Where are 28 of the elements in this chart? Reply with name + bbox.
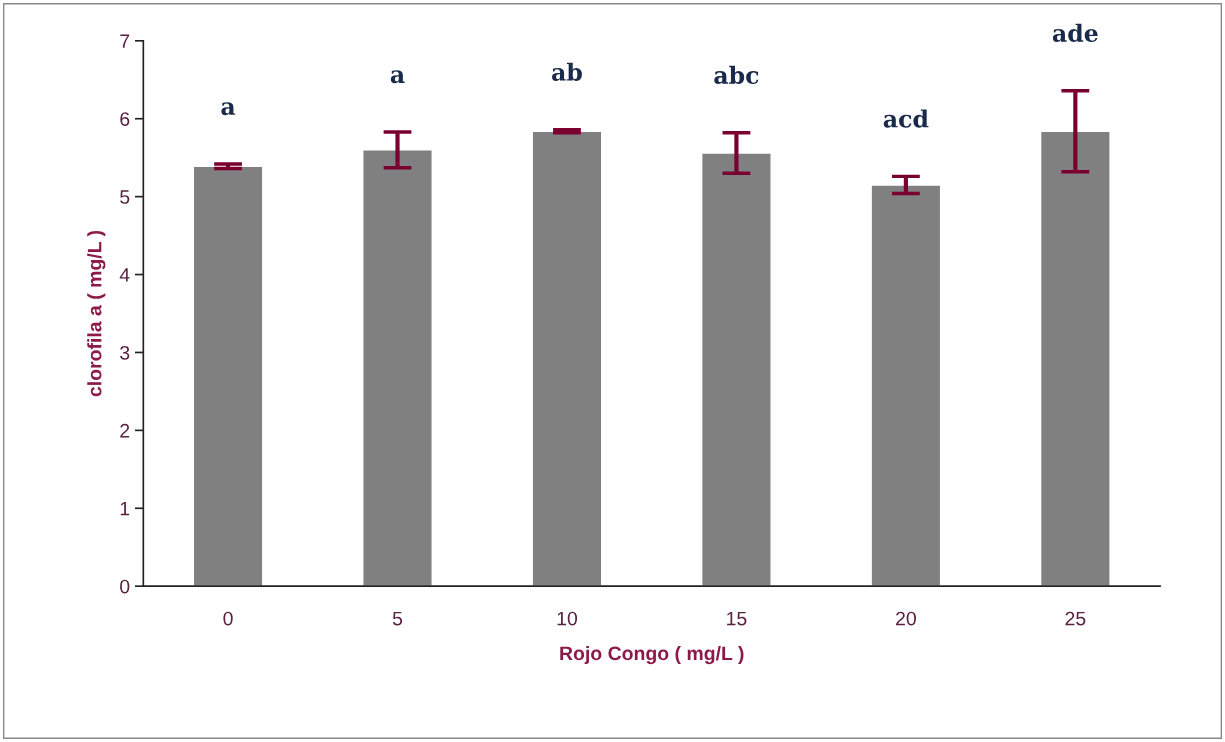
annotation: ade (1052, 23, 1098, 42)
annotation: a (390, 70, 405, 84)
y-tick-label: 1 (120, 501, 130, 516)
y-tick-label: 7 (120, 34, 130, 48)
x-tick-label: 25 (1065, 611, 1086, 626)
y-tick-label: 5 (120, 190, 130, 204)
y-tick-label: 4 (119, 268, 130, 282)
y-tick-label: 0 (120, 579, 130, 594)
annotation: a (221, 102, 236, 116)
annotation: abc (714, 65, 759, 85)
bar (362, 149, 433, 587)
x-axis-title: Rojo Congo ( mg/L ) (560, 645, 744, 665)
x-tick-label: 0 (223, 611, 233, 626)
annotation: acd (883, 109, 929, 128)
x-tick-label: 10 (557, 611, 578, 626)
bar (870, 184, 942, 587)
x-tick-label: 15 (727, 611, 747, 626)
y-tick-label: 2 (120, 423, 130, 438)
bar (700, 152, 772, 587)
annotation: ab (552, 62, 582, 81)
bar (1039, 130, 1111, 587)
y-tick-label: 6 (120, 112, 130, 126)
y-tick-label: 3 (120, 345, 130, 360)
x-tick-label: 5 (392, 611, 403, 626)
bar (531, 130, 603, 587)
y-axis-title: clorofila a ( mg/L ) (87, 230, 106, 397)
x-tick-label: 20 (896, 611, 916, 626)
bar (192, 165, 264, 587)
